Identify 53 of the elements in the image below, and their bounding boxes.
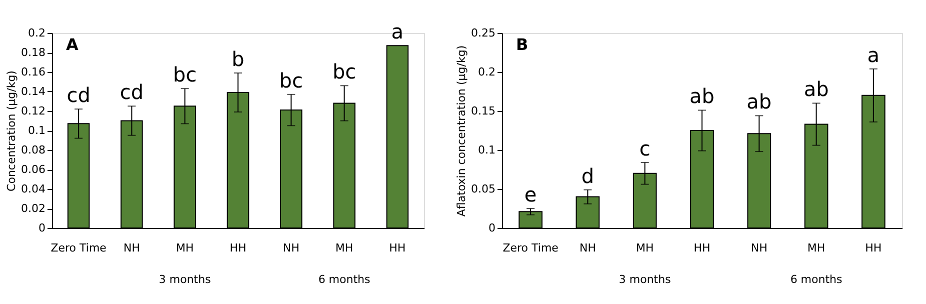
data-label: cd	[66, 83, 90, 108]
x-tick-label: NH	[123, 242, 140, 254]
data-label: ab	[746, 90, 772, 114]
text: 3 months	[158, 273, 212, 286]
data-label: bc	[332, 60, 356, 84]
y-tick-label: 0.14	[21, 85, 46, 98]
y-tick-label: 0.04	[21, 182, 46, 196]
chart-title: A	[66, 35, 79, 54]
x-tick-label: NH	[579, 242, 596, 254]
y-tick-label: 0.1	[28, 124, 46, 137]
y-tick-label: 0	[38, 222, 46, 234]
x-tick-label: NH	[750, 242, 768, 254]
y-tick-label: 0.18	[21, 46, 46, 59]
y-axis-title: Concentration (µg/kg)	[5, 70, 18, 192]
y-tick-label: 0.2	[28, 26, 46, 40]
y-tick-label: 0.12	[21, 104, 46, 118]
data-label: bc	[279, 68, 303, 92]
data-label: e	[524, 182, 537, 206]
y-tick-label: 0.08	[21, 144, 46, 156]
data-label: bc	[173, 62, 197, 87]
y-tick-label: 0.05	[471, 182, 496, 196]
x-tick-label: NH	[282, 242, 300, 254]
y-tick-label: 0.02	[21, 202, 46, 215]
x-tick-label: HH	[230, 242, 246, 254]
x-tick-label: HH	[694, 242, 710, 254]
y-tick-label: 0	[488, 222, 496, 234]
data-label: b	[232, 46, 244, 71]
y-tick-label: 0.16	[21, 66, 46, 78]
data-label: ab	[690, 84, 714, 108]
y-tick-label: 0.1	[478, 144, 496, 156]
data-label: ab	[804, 77, 829, 102]
text: 6 months	[790, 273, 843, 286]
data-label: c	[639, 136, 650, 160]
text: 3 months	[618, 273, 672, 286]
x-tick-label: MH	[176, 242, 194, 254]
x-tick-label: MH	[335, 242, 354, 254]
x-tick-label: HH	[389, 242, 406, 254]
text: 6 months	[318, 273, 371, 286]
data-label: a	[867, 42, 880, 67]
y-tick-label: 0.2	[478, 66, 496, 78]
data-label: a	[391, 20, 404, 44]
y-tick-label: 0.06	[21, 163, 46, 176]
y-tick-label: 0.15	[471, 104, 496, 118]
x-tick-label: MH	[807, 242, 826, 254]
x-tick-label: Zero Time	[50, 242, 107, 254]
chart-title: B	[516, 35, 528, 54]
y-axis-title: Aflatoxin concentration (µg/kg)	[455, 45, 468, 217]
data-label: d	[581, 164, 594, 188]
x-tick-label: MH	[636, 242, 654, 254]
x-tick-label: Zero Time	[502, 242, 559, 254]
data-label: cd	[120, 80, 144, 104]
x-tick-label: HH	[865, 242, 882, 254]
y-tick-label: 0.25	[471, 26, 496, 40]
